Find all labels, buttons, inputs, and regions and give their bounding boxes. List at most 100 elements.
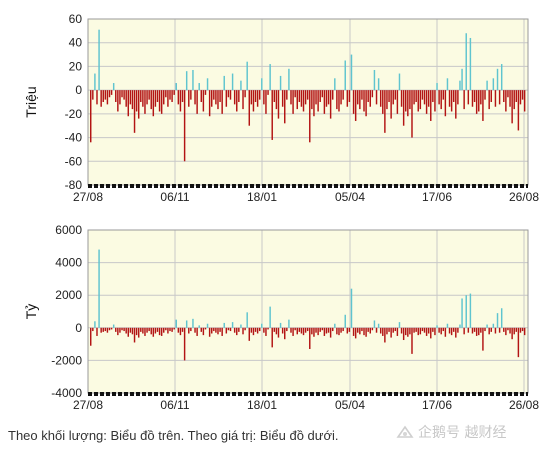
bar: [179, 327, 182, 336]
bar: [396, 327, 399, 336]
bar: [482, 327, 484, 351]
bar: [225, 90, 228, 107]
bar: [338, 90, 340, 112]
bar: [204, 90, 207, 95]
bar: [165, 327, 167, 331]
bar: [309, 327, 311, 349]
bar: [125, 327, 127, 334]
bar: [265, 90, 267, 114]
bar: [379, 90, 382, 107]
bar: [359, 90, 361, 110]
bar: [500, 308, 503, 328]
bar: [390, 327, 392, 338]
bar: [357, 327, 359, 333]
bar: [142, 327, 144, 334]
bar: [227, 90, 230, 98]
bar: [480, 327, 482, 333]
bar: [365, 90, 367, 117]
bar: [261, 323, 263, 328]
y-tick-label: -80: [65, 178, 83, 192]
bar: [129, 327, 132, 333]
bar: [192, 69, 194, 91]
bar: [196, 90, 198, 114]
bar: [273, 327, 276, 332]
bar: [317, 90, 319, 112]
bar: [119, 90, 121, 105]
bar: [281, 327, 284, 334]
bar: [286, 90, 288, 100]
bar: [152, 327, 155, 337]
bar: [325, 327, 328, 334]
bar: [484, 90, 486, 100]
bar: [196, 327, 198, 336]
bar: [427, 327, 430, 334]
bar: [123, 90, 125, 100]
bar: [221, 90, 223, 114]
bar: [473, 90, 476, 102]
bar: [455, 327, 457, 338]
bar: [317, 327, 319, 336]
bar: [321, 90, 324, 98]
bar: [448, 327, 451, 334]
bar: [292, 327, 294, 336]
bar: [192, 318, 194, 328]
bar: [438, 327, 440, 333]
bar: [240, 80, 242, 91]
bar: [160, 327, 163, 336]
bar: [486, 80, 488, 91]
bar: [367, 327, 369, 332]
bar: [121, 90, 123, 98]
bar: [173, 327, 175, 330]
bar: [163, 327, 165, 333]
bar: [135, 327, 138, 336]
bar: [444, 90, 447, 117]
bar: [244, 90, 246, 98]
bar: [215, 327, 217, 333]
bar: [436, 83, 438, 91]
bar: [409, 327, 411, 335]
bar: [496, 313, 499, 328]
bar: [384, 90, 386, 133]
bar: [92, 90, 94, 100]
y-tick-label: -4000: [51, 386, 82, 400]
bar: [382, 327, 384, 336]
bar: [265, 327, 267, 336]
x-tick-label: 27/08: [73, 398, 103, 412]
bar: [263, 327, 265, 333]
bar: [379, 327, 382, 334]
bar: [169, 90, 171, 100]
bar: [338, 327, 340, 336]
bar: [304, 327, 307, 333]
bar: [344, 60, 346, 91]
bar: [382, 90, 384, 114]
bar: [342, 327, 344, 332]
bar: [425, 327, 428, 336]
bar: [152, 90, 155, 117]
bar: [323, 90, 326, 114]
watermark-text: 企鹅号 越财经: [418, 425, 507, 441]
y-tick-label: -2000: [51, 353, 82, 367]
bar: [179, 90, 182, 112]
bar: [267, 327, 269, 330]
bar: [252, 90, 255, 112]
bar: [279, 322, 282, 328]
bar: [434, 327, 436, 336]
bar: [183, 327, 186, 361]
bar: [434, 90, 436, 112]
bar: [90, 90, 92, 143]
bar: [119, 327, 121, 333]
bar: [392, 327, 394, 333]
bar: [181, 327, 184, 332]
bar: [194, 90, 196, 105]
bar: [219, 327, 221, 332]
y-tick-label: 6000: [55, 223, 82, 237]
bar: [415, 90, 417, 102]
bar: [231, 73, 234, 91]
bar: [185, 320, 188, 328]
bar: [117, 90, 119, 112]
y-tick-label: -40: [65, 131, 83, 145]
bar: [373, 320, 376, 328]
y-axis-label: Triệu: [23, 86, 39, 117]
bar: [321, 327, 324, 331]
bar: [446, 323, 449, 328]
